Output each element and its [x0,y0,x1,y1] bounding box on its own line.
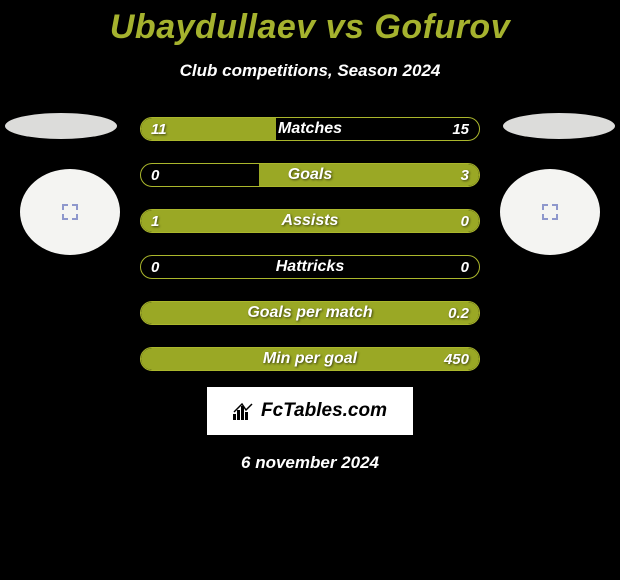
stat-fill-full [141,210,479,232]
stat-fill-full [141,302,479,324]
brand-logo-icon [233,402,255,420]
stat-row-min-per-goal: Min per goal 450 [140,347,480,371]
stat-fill-right [259,164,479,186]
stat-value-right: 15 [452,118,469,140]
brand-badge: FcTables.com [207,387,413,435]
stat-row-matches: 11 Matches 15 [140,117,480,141]
stat-value-right: 3 [461,164,469,186]
page-title: Ubaydullaev vs Gofurov [0,0,620,47]
stat-row-assists: 1 Assists 0 [140,209,480,233]
player-right-ellipse [503,113,615,139]
stat-value-left: 0 [151,256,159,278]
player-left-ellipse [5,113,117,139]
player-right-avatar [500,169,600,255]
stat-row-goals: 0 Goals 3 [140,163,480,187]
placeholder-icon [542,204,558,220]
stat-value-left: 11 [151,118,167,140]
stat-row-goals-per-match: Goals per match 0.2 [140,301,480,325]
stat-value-right: 0.2 [448,302,469,324]
footer-date: 6 november 2024 [0,453,620,473]
page-subtitle: Club competitions, Season 2024 [0,61,620,81]
stat-value-left: 0 [151,164,159,186]
stat-value-right: 450 [444,348,469,370]
stat-bars: 11 Matches 15 0 Goals 3 1 Assists 0 0 Ha… [140,117,480,393]
stat-value-right: 0 [461,210,469,232]
placeholder-icon [62,204,78,220]
brand-text: FcTables.com [261,400,387,422]
stat-fill-full [141,348,479,370]
stat-value-left: 1 [151,210,159,232]
player-left-avatar [20,169,120,255]
comparison-area: 11 Matches 15 0 Goals 3 1 Assists 0 0 Ha… [0,117,620,377]
stat-label: Hattricks [141,256,479,278]
stat-row-hattricks: 0 Hattricks 0 [140,255,480,279]
stat-value-right: 0 [461,256,469,278]
